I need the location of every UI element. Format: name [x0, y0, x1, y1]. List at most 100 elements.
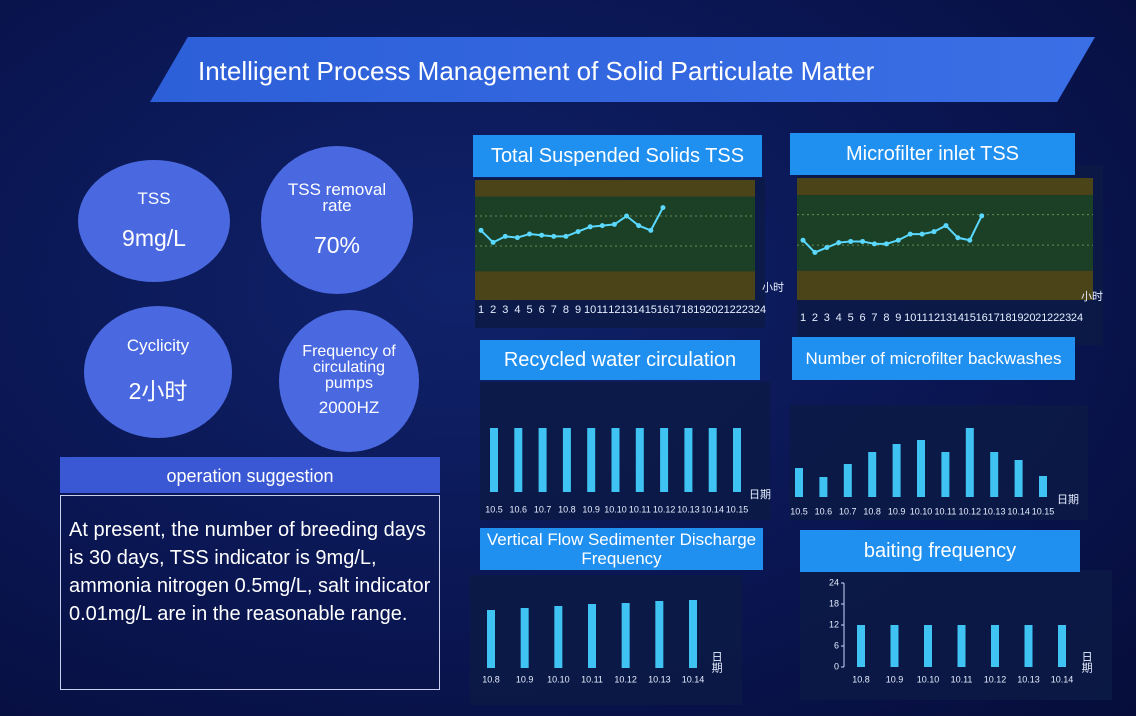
x-tick-label: 10.14 [1007, 506, 1030, 516]
x-tick-label: 24 [1071, 312, 1083, 324]
x-tick-label: 20 [1023, 312, 1035, 324]
bar [957, 625, 966, 667]
x-tick-label: 5 [526, 304, 532, 316]
x-tick-label: 21 [1035, 312, 1047, 324]
x-tick-label: 10.6 [510, 504, 528, 514]
y-tick-label: 0 [834, 661, 839, 671]
metric: Cyclicity 2小时 [84, 306, 232, 438]
point [800, 237, 806, 243]
x-tick-label: 7 [871, 312, 877, 324]
bar [857, 625, 865, 667]
x-tick-label: 10 [904, 312, 916, 324]
x-tick-label: 10.12 [614, 674, 637, 684]
x-unit: 日期 [1080, 651, 1093, 674]
x-tick-label: 5 [848, 312, 854, 324]
x-tick-label: 10.11 [934, 506, 956, 516]
x-tick-label: 2 [812, 312, 818, 324]
metric-value: 2小时 [128, 378, 188, 404]
chart-panel [790, 405, 1088, 520]
x-tick-label: 10.13 [677, 504, 700, 514]
bar [990, 452, 999, 497]
x-tick-label: 10.14 [701, 504, 724, 514]
chart-panel [470, 575, 742, 705]
x-tick-label: 8 [883, 312, 889, 324]
chart-title: Vertical Flow Sedimenter Discharge Frequ… [480, 528, 763, 570]
x-tick-label: 17 [669, 304, 681, 316]
point [502, 233, 508, 239]
x-tick-label: 4 [836, 312, 842, 324]
band [475, 180, 755, 197]
x-tick-label: 10.9 [516, 674, 534, 684]
x-tick-label: 18 [999, 312, 1011, 324]
x-tick-label: 10.14 [1051, 674, 1074, 684]
band [797, 270, 1093, 300]
x-tick-label: 10.11 [629, 504, 651, 514]
bar [843, 464, 852, 497]
bar [892, 444, 901, 497]
metric-value: 2000HZ [318, 398, 380, 417]
bar [689, 600, 697, 668]
x-tick-label: 13 [940, 312, 952, 324]
bar [941, 452, 950, 497]
bar [611, 428, 620, 492]
point [943, 223, 949, 229]
point [895, 237, 901, 243]
point [575, 229, 581, 235]
bar [538, 428, 547, 492]
metric-value: 70% [313, 231, 361, 258]
bar [1014, 460, 1023, 497]
x-tick-label: 1 [478, 304, 484, 316]
x-tick-label: 10.8 [482, 674, 500, 684]
x-tick-label: 10.9 [888, 506, 906, 516]
x-tick-label: 10 [584, 304, 596, 316]
line [802, 215, 983, 254]
bar [621, 603, 630, 668]
x-unit: 日期 [749, 488, 771, 501]
x-tick-label: 10.12 [959, 506, 982, 516]
point [514, 235, 520, 241]
line [480, 207, 664, 244]
chart-title: Microfilter inlet TSS [790, 133, 1075, 175]
x-tick-label: 10.10 [917, 674, 940, 684]
x-tick-label: 19 [1011, 312, 1023, 324]
x-tick-label: 17 [987, 312, 999, 324]
x-tick-label: 10.7 [534, 504, 552, 514]
bar [868, 452, 877, 497]
x-tick-label: 6 [860, 312, 866, 324]
point [563, 233, 569, 239]
bar [660, 428, 669, 492]
x-tick-label: 14 [633, 304, 645, 316]
x-unit: 小时 [1081, 290, 1103, 303]
point [848, 238, 854, 244]
bar [490, 428, 498, 492]
x-tick-label: 15 [645, 304, 657, 316]
x-tick-label: 9 [895, 312, 901, 324]
x-tick-label: 23 [742, 304, 754, 316]
chart-title: Number of microfilter backwashes [792, 337, 1075, 380]
point [967, 237, 973, 243]
x-unit: 日期 [710, 651, 723, 674]
point [907, 231, 913, 237]
y-tick-label: 6 [834, 640, 839, 650]
metric: TSS removal rate 70% [261, 146, 413, 294]
point [836, 240, 842, 246]
x-tick-label: 10.15 [726, 504, 749, 514]
x-unit: 日期 [1057, 493, 1079, 506]
x-tick-label: 11 [916, 312, 927, 324]
x-tick-label: 23 [1059, 312, 1071, 324]
bar [819, 477, 828, 497]
y-tick-label: 24 [829, 577, 839, 587]
x-tick-label: 10.5 [790, 506, 808, 516]
x-tick-label: 12 [608, 304, 620, 316]
chart-panel [480, 382, 770, 520]
band [475, 271, 755, 300]
point [587, 224, 593, 230]
x-tick-label: 22 [1047, 312, 1059, 324]
x-tick-label: 11 [597, 304, 608, 316]
bar [487, 610, 495, 668]
x-tick-label: 2 [490, 304, 496, 316]
point [660, 205, 666, 211]
x-tick-label: 16 [657, 304, 669, 316]
point [812, 249, 818, 255]
